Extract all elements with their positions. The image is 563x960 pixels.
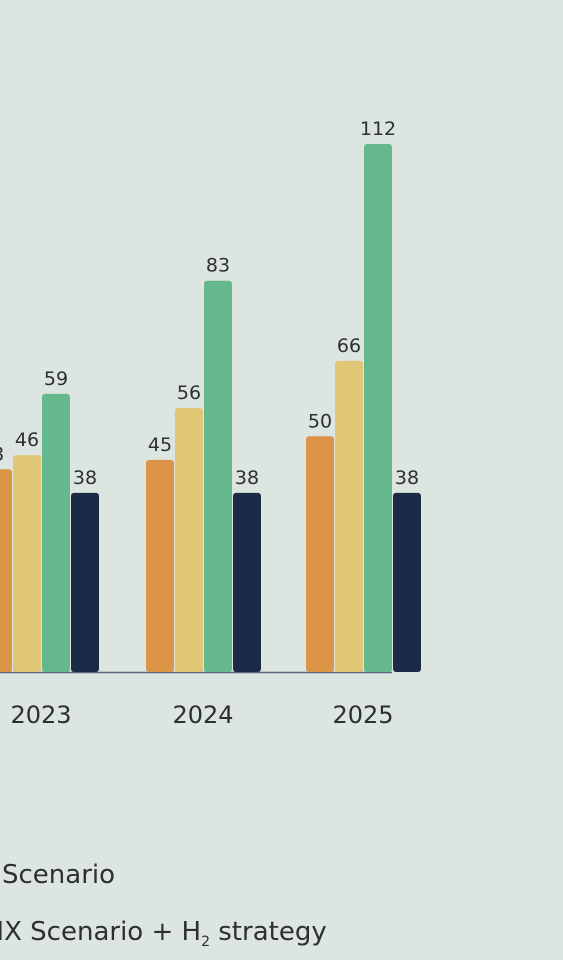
bar-2025-s3 <box>364 144 392 672</box>
data-label-2023-s1: 8 <box>0 443 4 465</box>
legend-label-scenario: Scenario <box>2 860 116 890</box>
data-label-2025-s3: 112 <box>360 118 396 140</box>
bar-2024-s3 <box>204 280 232 672</box>
bar-2024-s2 <box>175 408 203 672</box>
bar-2024-s1 <box>146 459 174 672</box>
x-tick-label-2025: 2025 <box>332 701 393 729</box>
data-label-2024-s1: 45 <box>148 434 172 456</box>
bar-2025-s2 <box>335 360 363 672</box>
bar-chart: 8 46 59 38 2023 45 56 83 38 2024 50 66 112 38 2025 <box>0 118 421 729</box>
bar-2023-s1 <box>0 469 12 672</box>
x-tick-label-2023: 2023 <box>10 701 71 729</box>
legend-item-mix-h2: MIX Scenario + H2 strategy <box>0 917 327 950</box>
bar-2023-s3 <box>42 393 70 672</box>
bar-2024-s4 <box>233 492 261 672</box>
legend-label-mix-prefix: MIX Scenario + H <box>0 917 202 947</box>
data-label-2023-s2: 46 <box>15 429 39 451</box>
data-label-2024-s4: 38 <box>235 467 259 489</box>
data-label-2025-s1: 50 <box>308 410 332 432</box>
legend-label-mix-suffix: strategy <box>210 917 327 947</box>
bar-2023-s4 <box>71 492 99 672</box>
x-tick-label-2024: 2024 <box>172 701 233 729</box>
bar-2025-s4 <box>393 492 421 672</box>
data-label-2024-s2: 56 <box>177 382 201 404</box>
data-label-2023-s4: 38 <box>73 467 97 489</box>
data-label-2024-s3: 83 <box>206 255 230 277</box>
data-label-2025-s4: 38 <box>395 467 419 489</box>
legend-label-mix-sub: 2 <box>201 934 210 950</box>
data-label-2025-s2: 66 <box>337 335 361 357</box>
bar-2023-s2 <box>13 455 41 672</box>
data-label-2023-s3: 59 <box>44 368 68 390</box>
bar-2025-s1 <box>306 436 334 672</box>
legend-item-scenario: Scenario <box>2 860 115 890</box>
